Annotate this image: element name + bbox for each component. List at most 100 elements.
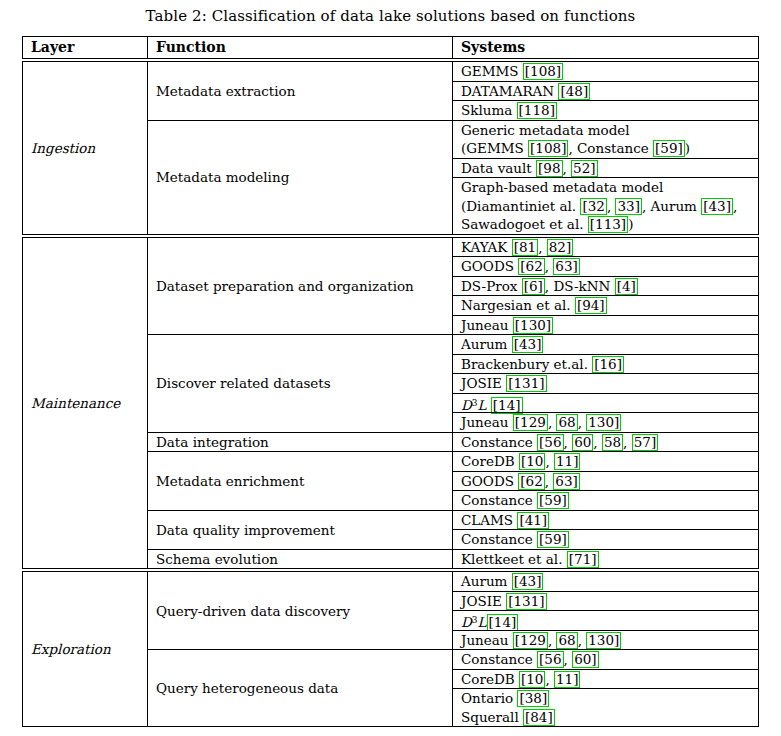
layer-cell-ingestion: Ingestion — [23, 62, 148, 234]
citation-link[interactable]: [98 — [536, 160, 562, 177]
citation-link[interactable]: [41] — [517, 512, 549, 529]
citation-link[interactable]: [48] — [558, 83, 590, 100]
header-layer: Layer — [23, 37, 148, 58]
citation-group: [38] — [517, 690, 549, 706]
function-label-text: Metadata modeling — [156, 169, 289, 185]
citation-link[interactable]: [113] — [588, 216, 628, 233]
text-run: Generic metadata model — [461, 122, 630, 138]
citation-link[interactable]: [59] — [653, 140, 685, 157]
paper-page: Table 2: Classification of data lake sol… — [0, 0, 781, 25]
citation-link[interactable]: [71] — [567, 551, 599, 568]
citation-link[interactable]: [131] — [506, 375, 546, 392]
function-label-text: Dataset preparation and organization — [156, 278, 414, 294]
system-entry: GEMMS [108] — [461, 62, 758, 81]
function-label: Query heterogeneous data — [148, 650, 453, 726]
citation-link[interactable]: 63] — [553, 258, 579, 275]
citation-link[interactable]: [4] — [615, 278, 638, 295]
citation-link[interactable]: 60 — [572, 434, 593, 451]
citation-link[interactable]: 11] — [554, 671, 580, 688]
citation-group: [59] — [537, 492, 569, 508]
citation-link[interactable]: [38] — [517, 690, 549, 707]
system-entry: CoreDB [10, 11] — [461, 670, 758, 689]
citation-link[interactable]: [94] — [575, 297, 607, 314]
citation-link[interactable]: [81 — [512, 239, 538, 256]
citation-link[interactable]: [16] — [592, 356, 624, 373]
citation-link[interactable]: [43] — [701, 198, 733, 215]
text-run: , Aurum — [642, 198, 701, 214]
system-cell: CoreDB [10, 11] — [453, 669, 758, 689]
citation-link[interactable]: [10 — [519, 453, 545, 470]
citation-group: [43] — [701, 198, 733, 214]
text-run: Aurum — [461, 573, 512, 589]
citation-link[interactable]: 130] — [586, 632, 621, 649]
citation-link[interactable]: [129 — [513, 414, 548, 431]
system-cell: Constance [56, 60] — [453, 650, 758, 669]
citation-group: [59] — [537, 531, 569, 547]
function-row: Metadata modeling Generic metadata model (… — [148, 120, 758, 234]
citation-group: [48] — [558, 83, 590, 99]
system-entry: DATAMARAN [48] — [461, 82, 758, 101]
citation-link[interactable]: [14] — [491, 397, 523, 414]
citation-link[interactable]: [43] — [512, 573, 544, 590]
citation-link[interactable]: 11] — [554, 453, 580, 470]
classification-table: Layer Function Systems IngestionMetadata… — [22, 36, 759, 727]
function-label: Dataset preparation and organization — [148, 238, 453, 335]
citation-group: [32, 33] — [580, 198, 642, 214]
layer-cell-exploration: Exploration — [23, 572, 148, 726]
citation-link[interactable]: [59] — [537, 492, 569, 509]
citation-group: [118] — [517, 102, 557, 118]
text-run: Aurum — [461, 336, 512, 352]
system-entry: Aurum [43] — [461, 335, 758, 354]
system-cell: CLAMS [41] — [453, 511, 758, 530]
system-cell: Constance [59] — [453, 490, 758, 510]
citation-link[interactable]: [43] — [512, 336, 544, 353]
citation-link[interactable]: [131] — [506, 593, 546, 610]
citation-link[interactable]: [32 — [580, 198, 606, 215]
system-cell: KAYAK [81, 82] — [453, 238, 758, 257]
citation-link[interactable]: 33] — [615, 198, 641, 215]
citation-link[interactable]: 130] — [586, 414, 621, 431]
system-entry: Squerall [84] — [461, 708, 758, 727]
citation-link[interactable]: [62 — [518, 258, 544, 275]
text-run: (Diamantiniet al. — [461, 198, 580, 214]
citation-link[interactable]: [56 — [537, 434, 563, 451]
citation-link[interactable]: 82] — [547, 239, 573, 256]
text-run: Juneau — [461, 414, 513, 430]
citation-link[interactable]: [108] — [523, 63, 563, 80]
citation-link[interactable]: [108] — [528, 140, 568, 157]
text-run: DATAMARAN — [461, 83, 558, 99]
system-cell: GEMMS [108] — [453, 62, 758, 81]
system-cell: D3L [14] — [453, 393, 758, 413]
text-run: Juneau — [461, 317, 513, 333]
function-label-text: Schema evolution — [156, 551, 278, 567]
citation-group: [129, 68, 130] — [513, 414, 621, 430]
citation-link[interactable]: [118] — [517, 102, 557, 119]
system-entry: Juneau [129, 68, 130] — [461, 413, 758, 432]
citation-link[interactable]: [84] — [523, 709, 555, 726]
citation-group: [131] — [506, 593, 546, 609]
citation-link[interactable]: [62 — [518, 473, 544, 490]
system-entry: Skluma [118] — [461, 101, 758, 120]
system-entry: Generic metadata model — [461, 121, 758, 140]
citation-link[interactable]: 58 — [602, 434, 623, 451]
citation-link[interactable]: [130] — [513, 317, 553, 334]
system-cell: Nargesian et al. [94] — [453, 295, 758, 315]
citation-link[interactable]: 52] — [571, 160, 597, 177]
citation-link[interactable]: [6] — [522, 278, 545, 295]
citation-link[interactable]: [10 — [519, 671, 545, 688]
text-run: , — [733, 198, 737, 214]
citation-group: [43] — [512, 336, 544, 352]
citation-link[interactable]: [129 — [513, 632, 548, 649]
citation-link[interactable]: 68 — [556, 414, 577, 431]
citation-link[interactable]: 63] — [553, 473, 579, 490]
system-entry: Constance [59] — [461, 530, 758, 549]
section-exploration: ExplorationQuery-driven data discoveryAu… — [22, 571, 759, 727]
function-label: Data quality improvement — [148, 511, 453, 549]
citation-link[interactable]: 68 — [556, 632, 577, 649]
system-cell: Constance [59] — [453, 529, 758, 549]
citation-link[interactable]: 57] — [632, 434, 658, 451]
citation-link[interactable]: 60] — [572, 651, 598, 668]
citation-link[interactable]: [59] — [537, 531, 569, 548]
citation-link[interactable]: [14] — [487, 614, 519, 631]
citation-link[interactable]: [56 — [537, 651, 563, 668]
